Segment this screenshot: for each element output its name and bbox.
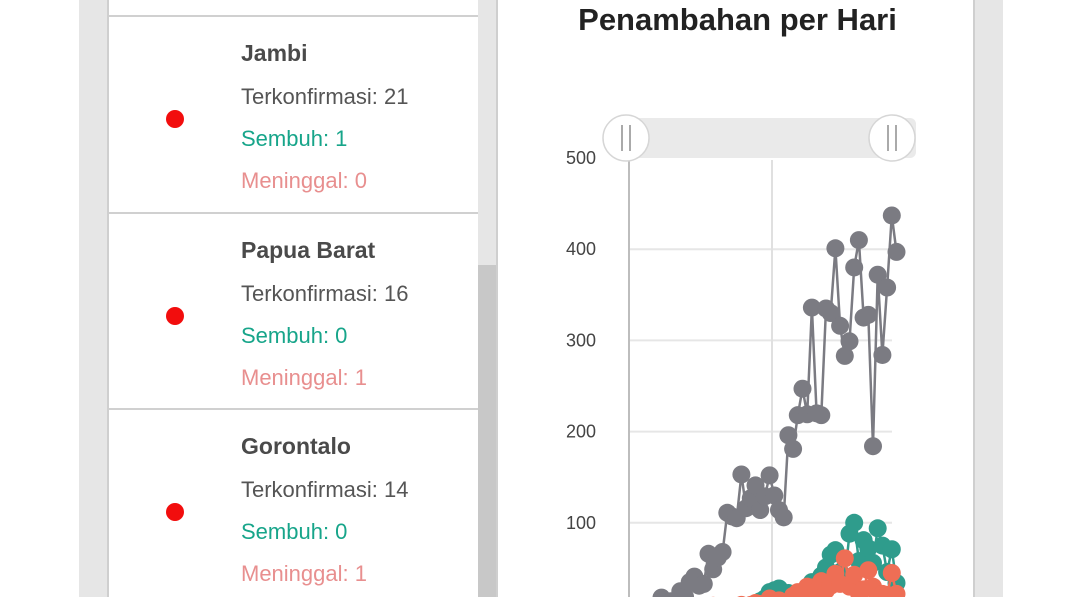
range-slider-track — [626, 118, 916, 158]
list-scrollbar[interactable] — [478, 0, 496, 597]
confirmed-count: Terkonfirmasi: 14 — [241, 477, 409, 502]
death-count: Meninggal: 1 — [241, 561, 367, 586]
list-item[interactable]: Gorontalo Terkonfirmasi: 14 Sembuh: 0 Me… — [109, 408, 478, 597]
range-handle-right[interactable] — [868, 114, 916, 162]
confirmed-point — [774, 508, 793, 527]
deaths-point — [859, 561, 878, 580]
confirmed-point — [826, 239, 845, 258]
page-margin-right — [975, 0, 1003, 597]
y-tick-label: 300 — [566, 330, 596, 350]
province-name: Gorontalo — [241, 433, 351, 459]
confirmed-point — [864, 437, 882, 456]
confirmed-point — [882, 206, 901, 225]
confirmed-point — [732, 465, 751, 484]
confirmed-point — [694, 574, 713, 593]
province-list[interactable]: Jambi Terkonfirmasi: 21 Sembuh: 1 Mening… — [107, 0, 478, 597]
recovered-point — [868, 519, 887, 538]
confirmed-series — [652, 206, 906, 597]
range-handle-left[interactable] — [602, 114, 650, 162]
confirmed-point — [802, 298, 821, 317]
recovered-point — [859, 539, 878, 558]
deaths-point — [882, 563, 901, 582]
confirmed-point — [831, 316, 850, 335]
province-name: Papua Barat — [241, 237, 376, 263]
scrollbar-thumb[interactable] — [478, 265, 496, 597]
death-count: Meninggal: 0 — [241, 168, 367, 193]
confirmed-point — [793, 379, 812, 398]
confirmed-point — [779, 426, 798, 445]
page-margin-left — [79, 0, 107, 597]
confirmed-point — [713, 542, 732, 561]
deaths-point — [835, 549, 854, 568]
y-tick-label: 400 — [566, 239, 596, 259]
recovered-point — [882, 540, 901, 559]
recovered-count: Sembuh: 1 — [241, 126, 348, 151]
confirmed-point — [849, 231, 868, 250]
confirmed-point — [840, 332, 859, 351]
list-item[interactable]: Papua Barat Terkonfirmasi: 16 Sembuh: 0 … — [109, 212, 478, 408]
confirmed-point — [868, 265, 887, 284]
confirmed-point — [835, 346, 854, 365]
confirmed-point — [887, 242, 906, 261]
recovered-count: Sembuh: 0 — [241, 323, 348, 348]
death-count: Meninggal: 1 — [241, 365, 367, 390]
status-dot — [166, 307, 184, 325]
chart-panel: Penambahan per Hari 100 200 300 400 500 — [496, 0, 975, 597]
confirmed-point — [859, 305, 878, 324]
confirmed-point — [878, 278, 897, 297]
province-name: Jambi — [241, 40, 308, 66]
status-dot — [166, 110, 184, 128]
confirmed-point — [784, 439, 803, 458]
deaths-point — [845, 565, 864, 584]
recovered-point — [845, 513, 864, 532]
status-dot — [166, 503, 184, 521]
recovered-count: Sembuh: 0 — [241, 519, 348, 544]
y-tick-label: 200 — [566, 422, 596, 442]
deaths-series — [711, 549, 906, 597]
deaths-point — [887, 584, 906, 597]
confirmed-point — [812, 406, 831, 425]
list-item[interactable]: Jambi Terkonfirmasi: 21 Sembuh: 1 Mening… — [109, 15, 478, 211]
confirmed-point — [760, 466, 779, 485]
confirmed-point — [751, 501, 770, 520]
confirmed-point — [821, 304, 840, 323]
confirmed-point — [845, 258, 864, 277]
confirmed-count: Terkonfirmasi: 16 — [241, 281, 409, 306]
confirmed-point — [765, 486, 784, 505]
confirmed-count: Terkonfirmasi: 21 — [241, 84, 409, 109]
y-tick-label: 500 — [566, 148, 596, 168]
daily-cases-chart: 100 200 300 400 500 — [566, 114, 916, 597]
confirmed-point — [873, 345, 892, 364]
chart-title: Penambahan per Hari — [578, 2, 897, 37]
y-tick-label: 100 — [566, 513, 596, 533]
list-item[interactable] — [109, 0, 478, 14]
